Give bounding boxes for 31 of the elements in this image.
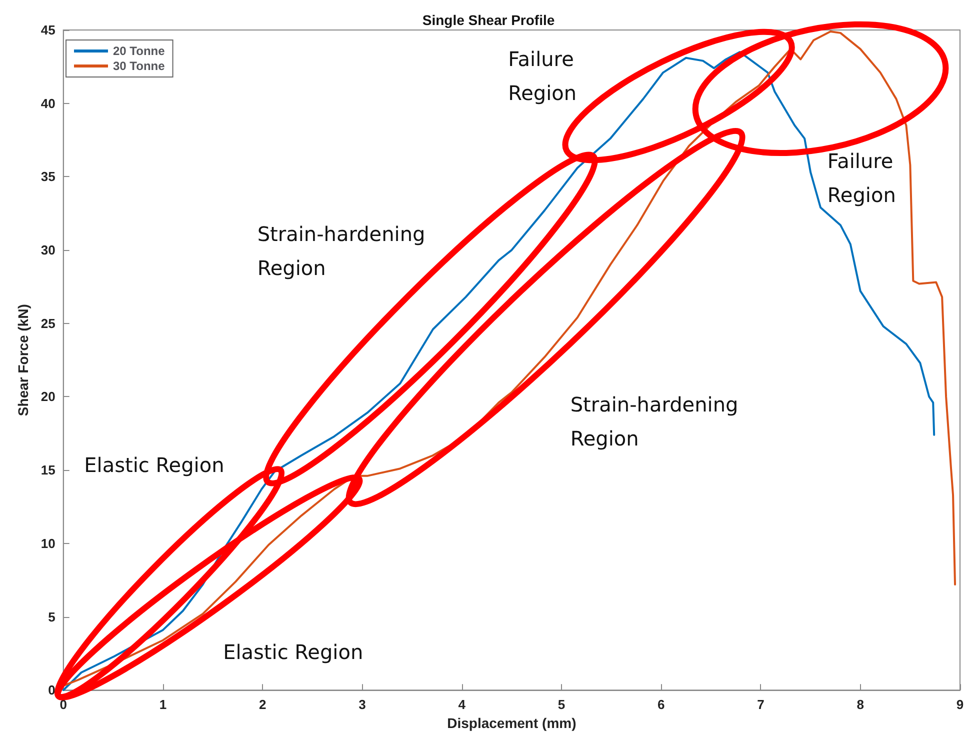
- annotation: Failure Region: [827, 149, 896, 208]
- x-tick-label: 2: [258, 697, 266, 712]
- y-tick-label: 25: [40, 316, 56, 331]
- x-tick-label: 6: [658, 697, 665, 712]
- y-tick-label: 15: [40, 462, 56, 478]
- x-tick-label: 9: [956, 697, 964, 712]
- y-tick-label: 35: [40, 169, 56, 184]
- x-tick-label: 5: [558, 697, 566, 712]
- x-tick-label: 0: [60, 697, 67, 712]
- y-axis-title: Shear Force (kN): [15, 304, 31, 416]
- annotation: Elastic Region: [84, 453, 224, 478]
- legend-label: 20 Tonne: [113, 44, 166, 58]
- legend-label: 30 Tonne: [113, 59, 166, 73]
- annotation: Strain-hardening Region: [570, 392, 738, 451]
- y-tick-label: 30: [40, 242, 56, 258]
- x-tick-label: 1: [159, 697, 167, 712]
- chart-title: Single Shear Profile: [422, 12, 555, 28]
- y-tick-label: 45: [40, 22, 56, 38]
- annotation: Failure Region: [508, 47, 577, 106]
- x-tick-label: 4: [458, 697, 466, 712]
- y-tick-label: 0: [48, 682, 56, 698]
- x-axis-title: Displacement (mm): [447, 715, 576, 731]
- y-tick-label: 20: [40, 389, 56, 404]
- x-tick-label: 8: [856, 697, 864, 712]
- annotation: Strain-hardening Region: [257, 222, 426, 280]
- x-tick-label: 3: [358, 697, 366, 712]
- y-tick-label: 40: [40, 96, 56, 111]
- x-tick-label: 7: [757, 697, 764, 712]
- annotation: Elastic Region: [223, 640, 364, 664]
- y-tick-label: 5: [48, 609, 56, 624]
- y-tick-label: 10: [40, 536, 56, 551]
